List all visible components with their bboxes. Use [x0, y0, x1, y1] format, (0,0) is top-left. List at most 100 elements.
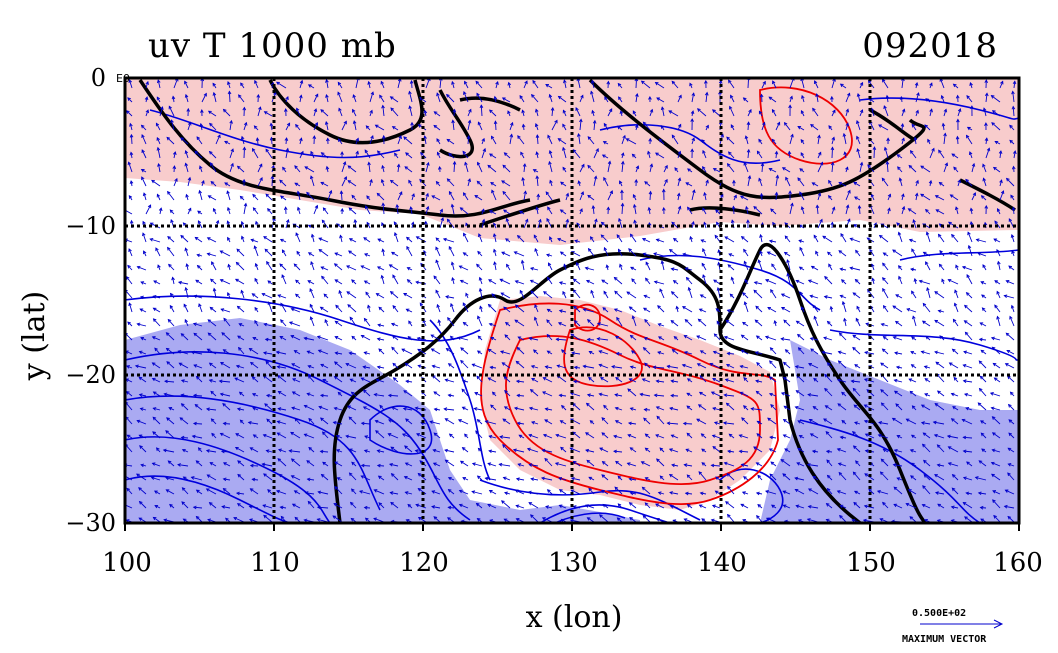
wind-vector: [431, 490, 441, 495]
wind-vector-head: [872, 146, 877, 150]
wind-vector-head: [142, 220, 146, 225]
wind-vector: [125, 475, 133, 481]
wind-vector: [817, 135, 820, 145]
wind-vector-head: [620, 189, 624, 194]
wind-vector-head: [774, 191, 779, 196]
wind-vector: [504, 406, 511, 411]
wind-vector: [1012, 91, 1015, 103]
wind-vector: [645, 433, 651, 439]
wind-vector: [369, 179, 373, 187]
wind-vector: [934, 351, 945, 355]
wind-vector-head: [588, 487, 592, 492]
wind-vector-head: [952, 83, 957, 88]
wind-vector: [844, 152, 847, 159]
wind-vector: [817, 152, 822, 159]
wind-vector: [951, 153, 959, 159]
wind-vector: [922, 504, 931, 509]
wind-vector: [318, 491, 329, 495]
wind-vector-head: [415, 503, 420, 508]
wind-vector-head: [488, 449, 493, 454]
wind-vector-head: [451, 80, 455, 85]
wind-vector-head: [206, 252, 211, 257]
wind-vector-head: [237, 460, 241, 464]
wind-vector: [599, 514, 609, 523]
wind-vector: [698, 404, 707, 411]
wind-vector: [234, 377, 245, 383]
wind-vector-head: [145, 80, 149, 85]
wind-vector-head: [531, 420, 535, 425]
wind-vector-head: [712, 406, 717, 411]
wind-vector: [349, 448, 357, 453]
wind-vector: [557, 375, 567, 383]
wind-vector: [573, 505, 581, 509]
wind-vector-head: [435, 237, 440, 242]
wind-vector-head: [611, 364, 615, 369]
wind-vector-head: [275, 81, 280, 86]
wind-vector: [489, 450, 497, 453]
wind-vector-head: [193, 294, 198, 299]
wind-vector: [771, 139, 777, 145]
wind-vector: [257, 164, 263, 173]
wind-vector-head: [899, 95, 904, 100]
wind-vector: [504, 334, 511, 341]
wind-vector: [850, 267, 861, 271]
wind-vector: [305, 492, 315, 495]
wind-vector-head: [910, 475, 914, 479]
wind-vector: [551, 120, 558, 131]
wind-vector: [677, 206, 681, 215]
wind-vector-head: [222, 477, 227, 482]
wind-vector: [137, 323, 147, 327]
wind-vector-head: [686, 432, 691, 437]
wind-vector-head: [711, 109, 716, 113]
wind-vector: [954, 303, 959, 313]
wind-vector-head: [224, 517, 229, 522]
wind-vector-head: [929, 108, 933, 113]
wind-vector-head: [515, 504, 520, 509]
wind-vector-head: [602, 141, 607, 145]
wind-vector-head: [893, 486, 898, 491]
wind-vector-head: [198, 303, 202, 308]
wind-vector-head: [696, 363, 701, 367]
wind-vector-head: [367, 80, 371, 85]
wind-vector-head: [866, 237, 871, 241]
wind-vector: [702, 248, 707, 257]
wind-vector-head: [570, 489, 575, 493]
wind-vector-head: [996, 260, 1001, 265]
wind-vector-head: [320, 152, 325, 156]
wind-vector: [313, 205, 318, 215]
wind-vector-head: [864, 473, 869, 477]
wind-vector-head: [822, 235, 827, 240]
wind-vector-head: [309, 303, 314, 308]
wind-vector-head: [303, 433, 308, 437]
wind-vector-head: [435, 289, 439, 294]
wind-vector-head: [910, 434, 915, 439]
wind-vector-head: [741, 417, 745, 421]
wind-vector-head: [377, 238, 382, 242]
wind-vector-head: [447, 393, 452, 398]
wind-vector: [308, 447, 315, 453]
wind-vector-head: [389, 179, 394, 184]
wind-vector: [531, 365, 539, 369]
wind-vector-head: [741, 491, 746, 495]
wind-vector: [397, 191, 403, 201]
wind-vector-head: [980, 420, 984, 424]
wind-vector: [937, 390, 945, 397]
wind-vector: [239, 391, 245, 397]
wind-vector: [845, 93, 851, 103]
wind-vector: [504, 390, 511, 397]
wind-vector: [348, 207, 357, 215]
wind-vector: [966, 461, 973, 467]
wind-vector-head: [247, 420, 252, 425]
wind-vector: [404, 476, 413, 481]
wind-vector-head: [549, 179, 553, 184]
wind-vector-head: [209, 122, 213, 127]
wind-vector: [727, 514, 735, 523]
wind-vector: [501, 500, 511, 509]
wind-vector: [558, 477, 567, 481]
wind-vector: [434, 408, 441, 411]
wind-vector-head: [590, 289, 594, 294]
wind-vector: [649, 109, 653, 117]
wind-vector: [545, 506, 553, 509]
wind-vector-head: [1007, 515, 1012, 520]
wind-vector-head: [337, 91, 341, 96]
